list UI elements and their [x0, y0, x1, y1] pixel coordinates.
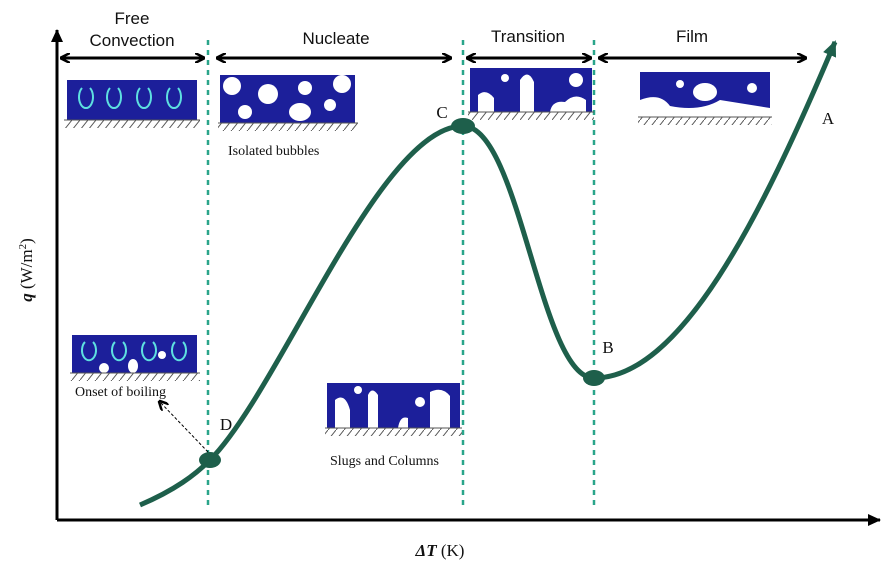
- point-label: B: [602, 338, 613, 357]
- boiling-curve-diagram: Free Convection Nucleate Transition Film: [0, 0, 885, 567]
- point-marker: [451, 118, 475, 134]
- x-axis-label: ΔT (K): [415, 541, 465, 560]
- region-label: Convection: [89, 31, 174, 50]
- x-symbol: ΔT: [415, 541, 438, 560]
- illustration-free: [64, 80, 200, 128]
- point-label: D: [220, 415, 232, 434]
- region-labels: Free Convection Nucleate Transition Film: [89, 9, 708, 50]
- annotation: Isolated bubbles: [228, 144, 319, 159]
- y-axis-label: q (W/m2): [17, 238, 36, 302]
- x-unit: (K): [437, 541, 465, 560]
- illustration-nucleate: [218, 75, 358, 131]
- illustration-transition: [468, 68, 594, 120]
- region-label: Nucleate: [302, 29, 369, 48]
- illustration-onset: [70, 335, 200, 381]
- illustration-slugs: [325, 383, 462, 436]
- illustration-film: [638, 72, 772, 125]
- point-label: A: [822, 109, 835, 128]
- annotation: Onset of boiling: [75, 385, 166, 400]
- y-unit: (W/m: [17, 249, 36, 293]
- y-unit-close: ): [17, 238, 36, 244]
- annotation: Slugs and Columns: [330, 454, 439, 469]
- region-label: Free: [115, 9, 150, 28]
- point-marker: [583, 370, 605, 386]
- onset-arrow: [160, 402, 208, 452]
- point-label: C: [436, 103, 447, 122]
- region-label: Film: [676, 27, 708, 46]
- region-label: Transition: [491, 27, 565, 46]
- point-marker: [199, 452, 221, 468]
